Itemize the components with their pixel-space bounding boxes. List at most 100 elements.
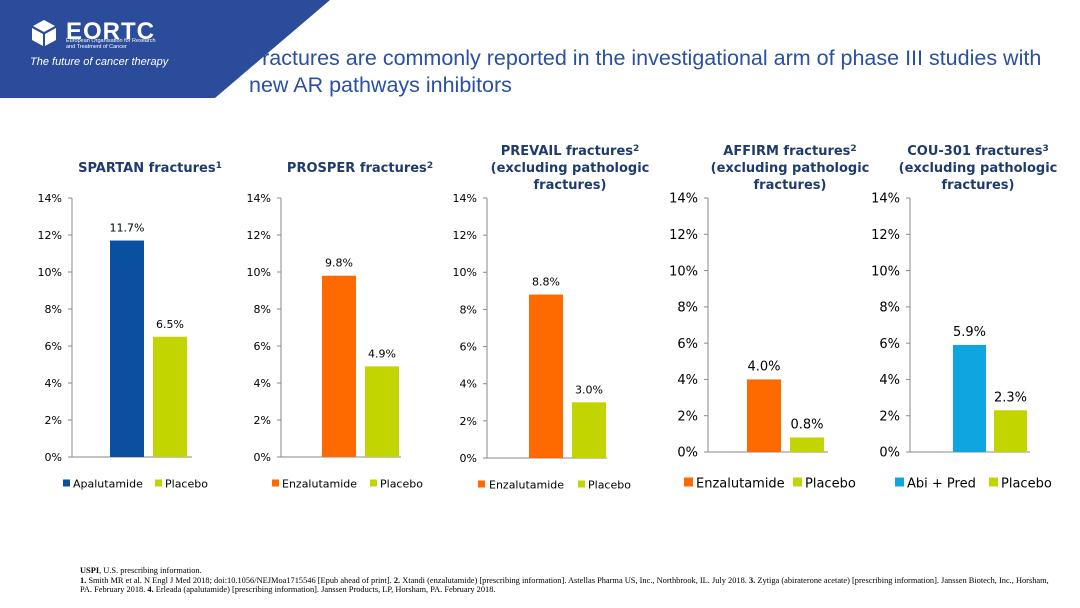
logo-banner [0,0,330,98]
data-label: 4.0% [747,359,780,374]
bar [994,410,1027,452]
ref-num: 2. [393,575,401,585]
legend-label: Enzalutamide [282,478,357,491]
y-tick-label: 14% [453,192,477,205]
bar [153,336,187,457]
y-tick-label: 0% [45,451,62,464]
y-tick-label: 0% [254,451,271,464]
y-tick-label: 14% [871,192,900,207]
ref-num: 1. [80,575,87,585]
y-tick-label: 8% [45,303,62,316]
y-tick-label: 6% [45,340,62,353]
legend-swatch [370,479,377,487]
legend-label: Placebo [165,478,208,491]
data-label: 0.8% [790,417,823,432]
chart-title-prosper: PROSPER fractures2 [286,161,434,176]
data-label: 3.0% [575,383,603,396]
chart-title-cou301: COU-301 fractures3 (excluding pathologic… [898,144,1058,193]
footer-references: USPI, U.S. prescribing information. 1. S… [80,566,1060,595]
abbrev-definition: , U.S. prescribing information. [99,566,202,575]
ref-text: Smith MR et al. N Engl J Med 2018; doi:1… [86,575,394,585]
y-tick-label: 4% [460,378,477,391]
legend-label: Apalutamide [73,478,143,491]
y-tick-label: 2% [879,409,900,424]
y-tick-label: 2% [254,414,271,427]
y-tick-label: 12% [453,229,477,242]
legend-label: Enzalutamide [696,476,785,491]
bar [529,294,563,458]
y-tick-label: 4% [677,373,698,388]
data-label: 9.8% [325,257,353,270]
y-tick-label: 6% [677,337,698,352]
y-tick-label: 4% [254,377,271,390]
ref-num: 3. [748,575,756,585]
legend-swatch [155,479,162,487]
y-tick-label: 0% [460,452,477,465]
legend-swatch [478,480,485,488]
legend-swatch [272,479,279,487]
y-tick-label: 2% [677,409,698,424]
chart-title-spartan: SPARTAN fractures1 [78,161,222,176]
legend-swatch [793,477,802,487]
data-label: 8.8% [532,276,560,289]
y-tick-label: 4% [879,373,900,388]
legend-swatch [895,477,904,487]
y-tick-label: 2% [45,414,62,427]
y-tick-label: 8% [254,303,271,316]
data-label: 4.9% [368,347,396,360]
y-tick-label: 14% [38,192,62,205]
y-tick-label: 10% [871,264,900,279]
data-label: 11.7% [110,222,145,235]
y-tick-label: 10% [669,264,698,279]
legend-label: Abi + Pred [907,476,976,491]
bar [322,275,356,457]
abbrev-term: USPI [80,566,100,575]
ref-text: Zytiga (abiraterone acetate) [prescribin… [80,575,1049,595]
y-tick-label: 6% [460,341,477,354]
legend-swatch [989,477,998,487]
logo-tagline: The future of cancer therapy [30,56,169,68]
y-tick-label: 8% [677,301,698,316]
bar [572,402,606,458]
y-tick-label: 2% [460,415,477,428]
legend-swatch [684,477,693,487]
y-tick-label: 12% [669,228,698,243]
y-tick-label: 8% [879,301,900,316]
y-tick-label: 12% [38,229,62,242]
legend-label: Enzalutamide [489,479,564,492]
legend-label: Placebo [805,476,856,491]
y-tick-label: 10% [38,266,62,279]
logo-subtitle: European Organisation for Research and T… [66,38,156,50]
bar [365,366,399,457]
slide-title: Fractures are commonly reported in the i… [249,46,1042,97]
y-tick-label: 0% [879,446,900,461]
y-tick-label: 4% [45,377,62,390]
y-tick-label: 0% [677,446,698,461]
legend-label: Placebo [588,479,631,492]
legend-swatch [63,479,70,487]
legend-label: Placebo [1001,476,1052,491]
data-label: 2.3% [994,390,1027,405]
data-label: 6.5% [156,318,184,331]
logo-name: EORTC [66,18,155,45]
ref-text: Xtandi (enzalutamide) [prescribing infor… [400,575,749,585]
y-tick-label: 12% [871,228,900,243]
y-tick-label: 8% [460,303,477,316]
y-tick-label: 14% [669,192,698,207]
ref-num: 4. [147,585,154,595]
y-tick-label: 12% [247,229,271,242]
y-tick-label: 6% [879,337,900,352]
bar [953,344,986,452]
y-tick-label: 6% [254,340,271,353]
chart-title-prevail: PREVAIL fractures2 (excluding pathologic… [490,144,650,193]
y-tick-label: 10% [453,266,477,279]
bar [110,240,144,457]
bar [747,379,781,452]
chart-title-affirm: AFFIRM fractures2 (excluding pathologic … [710,144,870,193]
y-tick-label: 14% [247,192,271,205]
data-label: 5.9% [953,325,986,340]
y-tick-label: 10% [247,266,271,279]
legend-swatch [578,480,585,488]
legend-label: Placebo [380,478,423,491]
